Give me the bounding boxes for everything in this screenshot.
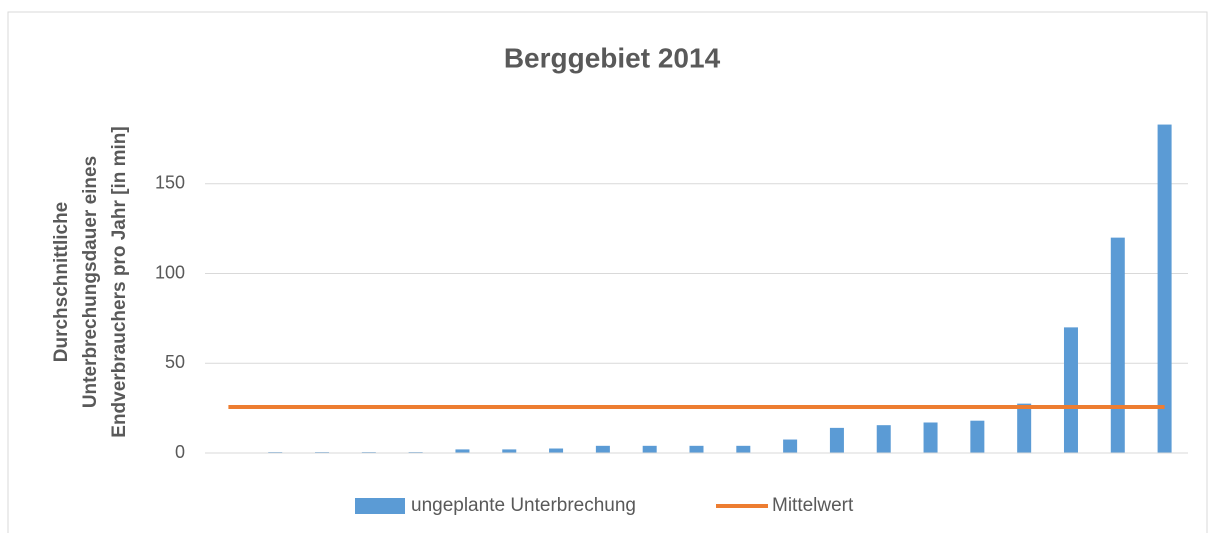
bar bbox=[829, 427, 844, 453]
bar bbox=[736, 445, 751, 453]
y-tick-label: 150 bbox=[155, 173, 185, 193]
bar bbox=[549, 448, 564, 453]
chart-title: Berggebiet 2014 bbox=[504, 42, 721, 73]
y-tick-label: 50 bbox=[165, 352, 185, 372]
legend-label: ungeplante Unterbrechung bbox=[411, 495, 636, 516]
bar bbox=[923, 422, 938, 453]
bar bbox=[642, 445, 657, 453]
bar bbox=[1110, 237, 1125, 453]
bar bbox=[876, 425, 891, 453]
bar bbox=[455, 449, 470, 453]
bar bbox=[1017, 403, 1032, 453]
chart-border bbox=[7, 11, 1208, 533]
bar bbox=[502, 449, 517, 453]
bar bbox=[970, 420, 985, 453]
y-axis-label: Durchschnittliche bbox=[51, 202, 72, 362]
y-tick-label: 0 bbox=[175, 442, 185, 462]
y-tick-label: 100 bbox=[155, 262, 185, 282]
legend-label: Mittelwert bbox=[772, 495, 854, 516]
y-axis-label: Unterbrechungsdauer eines bbox=[80, 156, 101, 408]
legend-swatch bbox=[355, 498, 405, 514]
bar bbox=[783, 439, 798, 453]
bar bbox=[1063, 327, 1078, 453]
bar bbox=[689, 445, 704, 453]
bar bbox=[595, 445, 610, 453]
bar bbox=[1157, 124, 1172, 453]
y-axis-label: Endverbrauchers pro Jahr [in min] bbox=[109, 126, 130, 437]
